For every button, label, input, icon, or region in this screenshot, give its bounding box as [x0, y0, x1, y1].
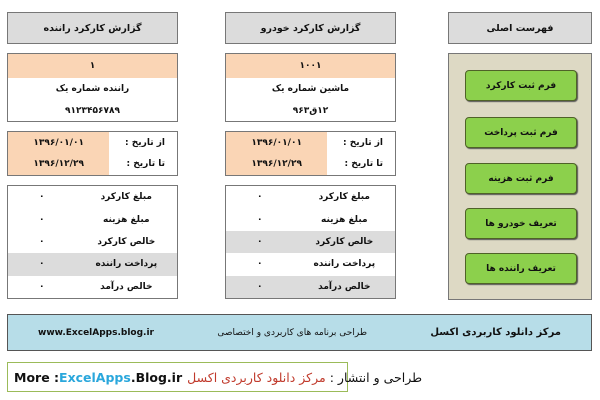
summary-value: ۰: [257, 236, 263, 247]
footer-credit: More : ExcelApps .Blog.ir مرکز دانلود کار…: [7, 362, 422, 392]
summary-row: ۰ مبلغ کارکرد: [226, 186, 395, 208]
summary-value: ۰: [257, 214, 263, 225]
footer-site-domain[interactable]: .Blog.ir: [130, 369, 183, 385]
summary-label: مبلغ هزینه: [103, 214, 150, 225]
summary-label: مبلغ کارکرد: [318, 192, 371, 203]
to-date-label: تا تاریخ :: [126, 159, 165, 170]
summary-value: ۰: [39, 214, 45, 225]
summary-label: خالص درآمد: [318, 281, 371, 292]
vehicle-from-date-input[interactable]: ۱۳۹۶/۰۱/۰۱: [226, 132, 328, 154]
summary-label: پرداخت راننده: [95, 259, 158, 270]
banner-url[interactable]: www.ExcelApps.blog.ir: [38, 327, 154, 338]
vehicle-plate: ۱۲ق۹۶۳: [292, 105, 329, 116]
from-date-label: از تاریخ :: [125, 137, 165, 148]
banner-brand: مرکز دانلود کاربردی اکسل: [430, 327, 561, 338]
vehicle-report-title: گزارش کارکرد خودرو: [225, 12, 396, 44]
driver-summary: ۰ مبلغ کارکرد ۰ مبلغ هزینه ۰ خالص کارکرد ۰ پ…: [7, 185, 178, 299]
payment-entry-form-button[interactable]: فرم ثبت پرداخت: [465, 117, 577, 148]
summary-value: ۰: [39, 259, 45, 270]
vehicle-id-input[interactable]: ۱۰۰۱: [226, 54, 395, 78]
driver-to-date-input[interactable]: ۱۳۹۶/۱۲/۲۹: [8, 153, 110, 175]
vehicle-to-date-input[interactable]: ۱۳۹۶/۱۲/۲۹: [226, 153, 328, 175]
summary-value: ۰: [257, 192, 263, 203]
summary-label: مبلغ کارکرد: [100, 192, 153, 203]
summary-row: ۰ خالص کارکرد: [226, 230, 395, 254]
footer-prefix: طراحی و انتشار :: [329, 369, 423, 385]
summary-row: ۰ مبلغ هزینه: [226, 208, 395, 230]
driver-id-input[interactable]: ۱: [8, 54, 177, 78]
banner-tagline: طراحی برنامه های کاربردی و اختصاصی: [217, 327, 367, 338]
vehicle-date-range: ۱۳۹۶/۰۱/۰۱ از تاریخ : ۱۳۹۶/۱۲/۲۹ تا تاریخ …: [225, 131, 396, 176]
main-menu: فرم ثبت کارکرد فرم ثبت پرداخت فرم ثبت هز…: [448, 53, 592, 300]
to-date-label: تا تاریخ :: [344, 159, 383, 170]
define-vehicles-button[interactable]: تعریف خودرو ها: [465, 208, 577, 239]
work-entry-form-button[interactable]: فرم ثبت کارکرد: [465, 70, 577, 101]
vehicle-name: ماشین شماره یک: [271, 84, 350, 94]
summary-value: ۰: [39, 192, 45, 203]
driver-name: راننده شماره یک: [55, 84, 130, 94]
summary-label: خالص درآمد: [100, 281, 153, 292]
summary-label: پرداخت راننده: [313, 259, 376, 270]
driver-phone: ۹۱۲۳۴۵۶۷۸۹: [65, 105, 120, 116]
summary-row: ۰ خالص درآمد: [226, 275, 395, 298]
footer-more: More :: [14, 369, 60, 385]
summary-value: ۰: [39, 236, 45, 247]
footer-brand: مرکز دانلود کاربردی اکسل: [187, 369, 326, 385]
summary-row: ۰ مبلغ کارکرد: [8, 186, 177, 208]
expense-entry-form-button[interactable]: فرم ثبت هزینه: [465, 163, 577, 194]
info-banner: www.ExcelApps.blog.ir طراحی برنامه های ک…: [7, 314, 592, 351]
summary-row: ۰ پرداخت راننده: [8, 253, 177, 276]
vehicle-info: ۱۰۰۱ ماشین شماره یک ۱۲ق۹۶۳: [225, 53, 396, 122]
summary-label: خالص کارکرد: [315, 236, 374, 247]
driver-from-date-input[interactable]: ۱۳۹۶/۰۱/۰۱: [8, 132, 110, 154]
summary-value: ۰: [257, 259, 263, 270]
vehicle-summary: ۰ مبلغ کارکرد ۰ مبلغ هزینه ۰ خالص کارکرد ۰ پ…: [225, 185, 396, 299]
summary-row: ۰ مبلغ هزینه: [8, 208, 177, 230]
main-menu-title: فهرست اصلی: [448, 12, 592, 44]
summary-label: خالص کارکرد: [97, 236, 156, 247]
summary-row: ۰ پرداخت راننده: [226, 253, 395, 275]
driver-date-range: ۱۳۹۶/۰۱/۰۱ از تاریخ : ۱۳۹۶/۱۲/۲۹ تا تاریخ …: [7, 131, 178, 176]
summary-value: ۰: [39, 281, 45, 292]
summary-row: ۰ خالص درآمد: [8, 276, 177, 298]
define-drivers-button[interactable]: تعریف راننده ها: [465, 253, 577, 284]
driver-info: ۱ راننده شماره یک ۹۱۲۳۴۵۶۷۸۹: [7, 53, 178, 122]
footer-site-name[interactable]: ExcelApps: [59, 369, 131, 385]
from-date-label: از تاریخ :: [343, 137, 383, 148]
summary-label: مبلغ هزینه: [321, 214, 368, 225]
summary-value: ۰: [257, 281, 263, 292]
driver-report-title: گزارش کارکرد راننده: [7, 12, 178, 44]
summary-row: ۰ خالص کارکرد: [8, 231, 177, 253]
